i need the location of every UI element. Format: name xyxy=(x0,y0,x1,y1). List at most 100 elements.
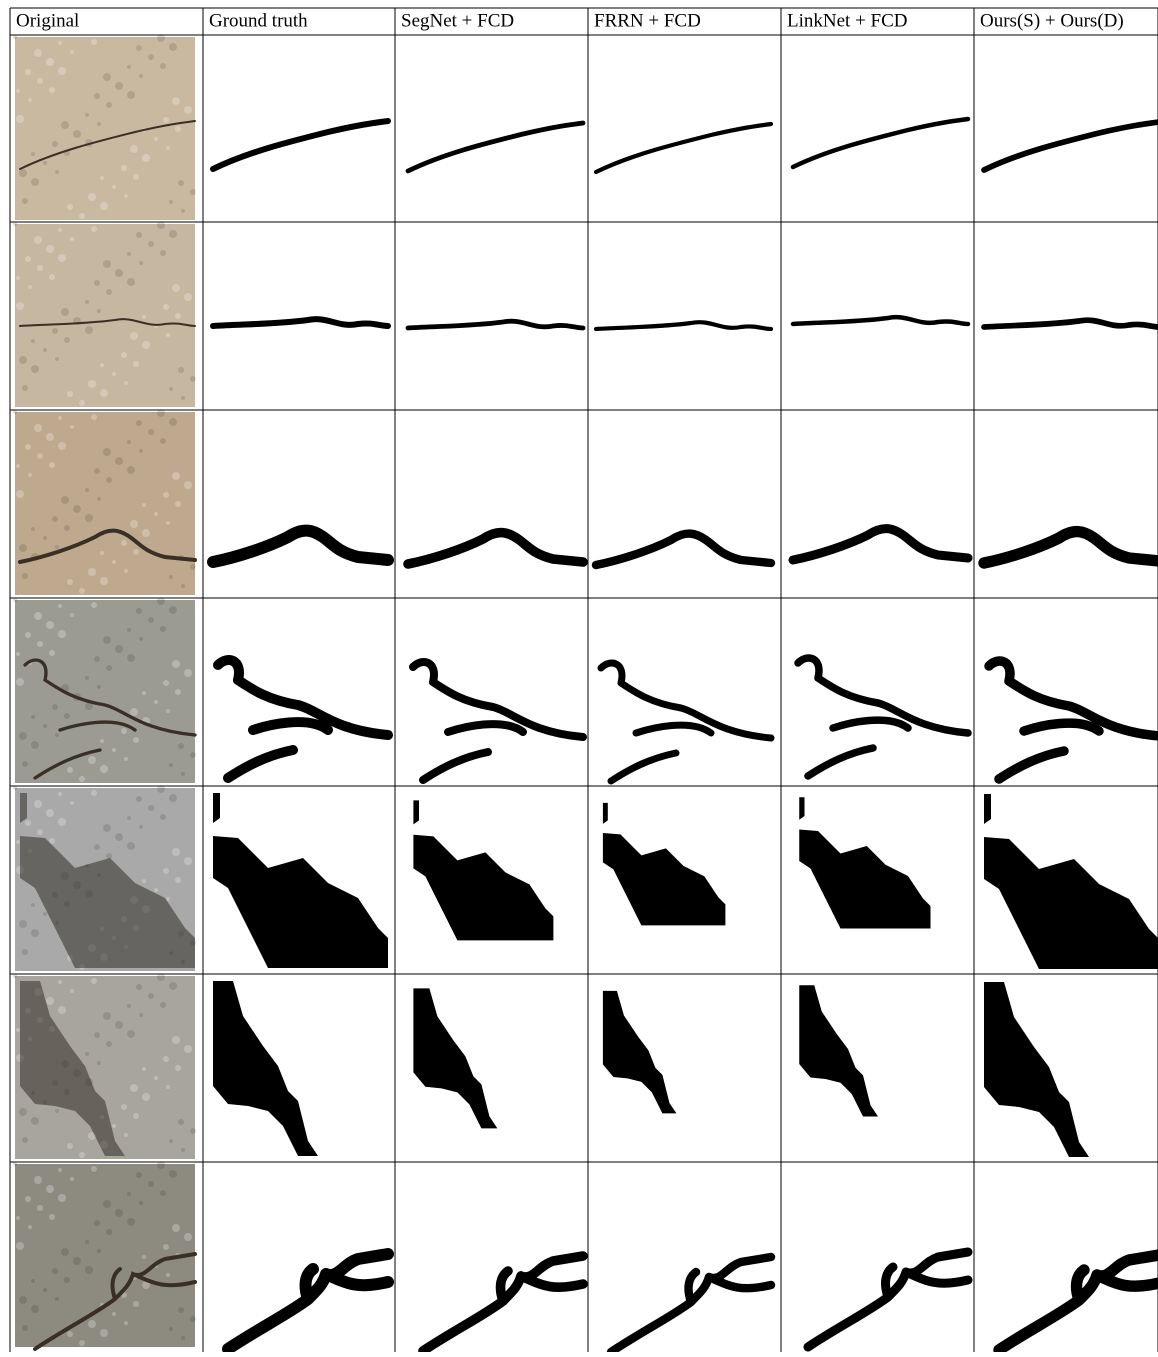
texture xyxy=(52,516,58,522)
mask xyxy=(208,412,388,595)
texture xyxy=(64,337,70,343)
image-cell xyxy=(13,221,196,407)
texture xyxy=(130,1084,138,1092)
texture xyxy=(19,1296,27,1304)
texture xyxy=(94,1220,100,1226)
mask xyxy=(400,224,580,407)
texture xyxy=(142,1255,146,1259)
image-cell xyxy=(593,37,773,220)
texture xyxy=(181,209,185,213)
image-cell xyxy=(979,788,1158,971)
texture xyxy=(19,1108,27,1116)
texture xyxy=(184,1233,192,1241)
texture xyxy=(142,154,150,162)
texture xyxy=(97,122,101,126)
texture xyxy=(121,728,127,734)
texture xyxy=(142,503,146,507)
texture xyxy=(163,492,169,498)
texture xyxy=(13,598,17,602)
mask xyxy=(786,37,966,220)
texture xyxy=(43,724,47,728)
texture xyxy=(16,115,24,123)
texture xyxy=(103,260,111,268)
texture xyxy=(142,1093,150,1101)
texture xyxy=(184,1045,192,1053)
texture xyxy=(34,424,42,432)
texture xyxy=(97,1061,101,1065)
image-cell xyxy=(786,224,968,407)
texture xyxy=(58,442,66,450)
texture xyxy=(172,472,180,480)
texture xyxy=(127,278,135,286)
mask xyxy=(786,600,966,783)
texture xyxy=(16,840,20,844)
texture xyxy=(169,200,173,204)
texture xyxy=(37,453,43,459)
image-cell xyxy=(208,412,388,595)
texture xyxy=(163,1244,169,1250)
column-header: SegNet + FCD xyxy=(401,10,514,31)
texture xyxy=(148,1181,154,1187)
texture xyxy=(136,1172,142,1178)
texture xyxy=(172,1224,180,1232)
texture xyxy=(172,848,180,856)
texture xyxy=(88,193,96,201)
texture xyxy=(22,1325,28,1331)
texture xyxy=(133,549,139,555)
image-cell xyxy=(979,600,1158,783)
texture xyxy=(133,1301,139,1307)
texture xyxy=(31,152,35,156)
texture xyxy=(13,35,17,39)
texture xyxy=(88,380,96,388)
image-cell xyxy=(400,224,583,407)
texture xyxy=(94,844,100,850)
image-cell xyxy=(208,976,388,1159)
photo xyxy=(15,1164,195,1347)
texture xyxy=(94,656,100,662)
texture xyxy=(22,385,28,391)
mask xyxy=(979,600,1155,783)
texture xyxy=(97,685,101,689)
texture xyxy=(31,365,39,373)
texture xyxy=(166,1273,170,1277)
texture xyxy=(70,425,74,429)
texture xyxy=(160,626,166,632)
texture xyxy=(106,477,112,483)
texture xyxy=(142,1067,146,1071)
texture xyxy=(121,165,127,171)
texture xyxy=(127,91,135,99)
texture xyxy=(181,1336,185,1340)
texture xyxy=(103,636,111,644)
texture xyxy=(112,372,116,376)
texture xyxy=(154,888,158,892)
photo xyxy=(15,37,195,220)
texture xyxy=(49,1214,55,1220)
texture xyxy=(58,254,66,262)
image-cell xyxy=(786,412,968,595)
texture xyxy=(139,261,143,265)
texture xyxy=(124,1133,128,1137)
texture xyxy=(133,361,139,367)
texture xyxy=(58,67,66,75)
texture xyxy=(103,73,111,81)
texture xyxy=(148,241,154,247)
figure: OriginalGround truthSegNet + FCDFRRN + F… xyxy=(0,0,1158,1352)
texture xyxy=(136,420,142,426)
texture xyxy=(163,868,169,874)
mask xyxy=(208,37,388,220)
texture xyxy=(31,715,35,719)
image-cell xyxy=(593,600,773,783)
texture xyxy=(172,284,180,292)
texture xyxy=(175,1065,181,1071)
texture xyxy=(124,757,128,761)
image-cell xyxy=(593,1164,773,1352)
texture xyxy=(46,621,54,629)
texture xyxy=(115,457,123,465)
image-cell xyxy=(979,412,1158,595)
texture xyxy=(190,189,196,195)
texture xyxy=(22,198,28,204)
texture xyxy=(16,1242,24,1250)
texture xyxy=(127,816,131,820)
texture xyxy=(55,1297,59,1301)
texture xyxy=(70,1177,74,1181)
